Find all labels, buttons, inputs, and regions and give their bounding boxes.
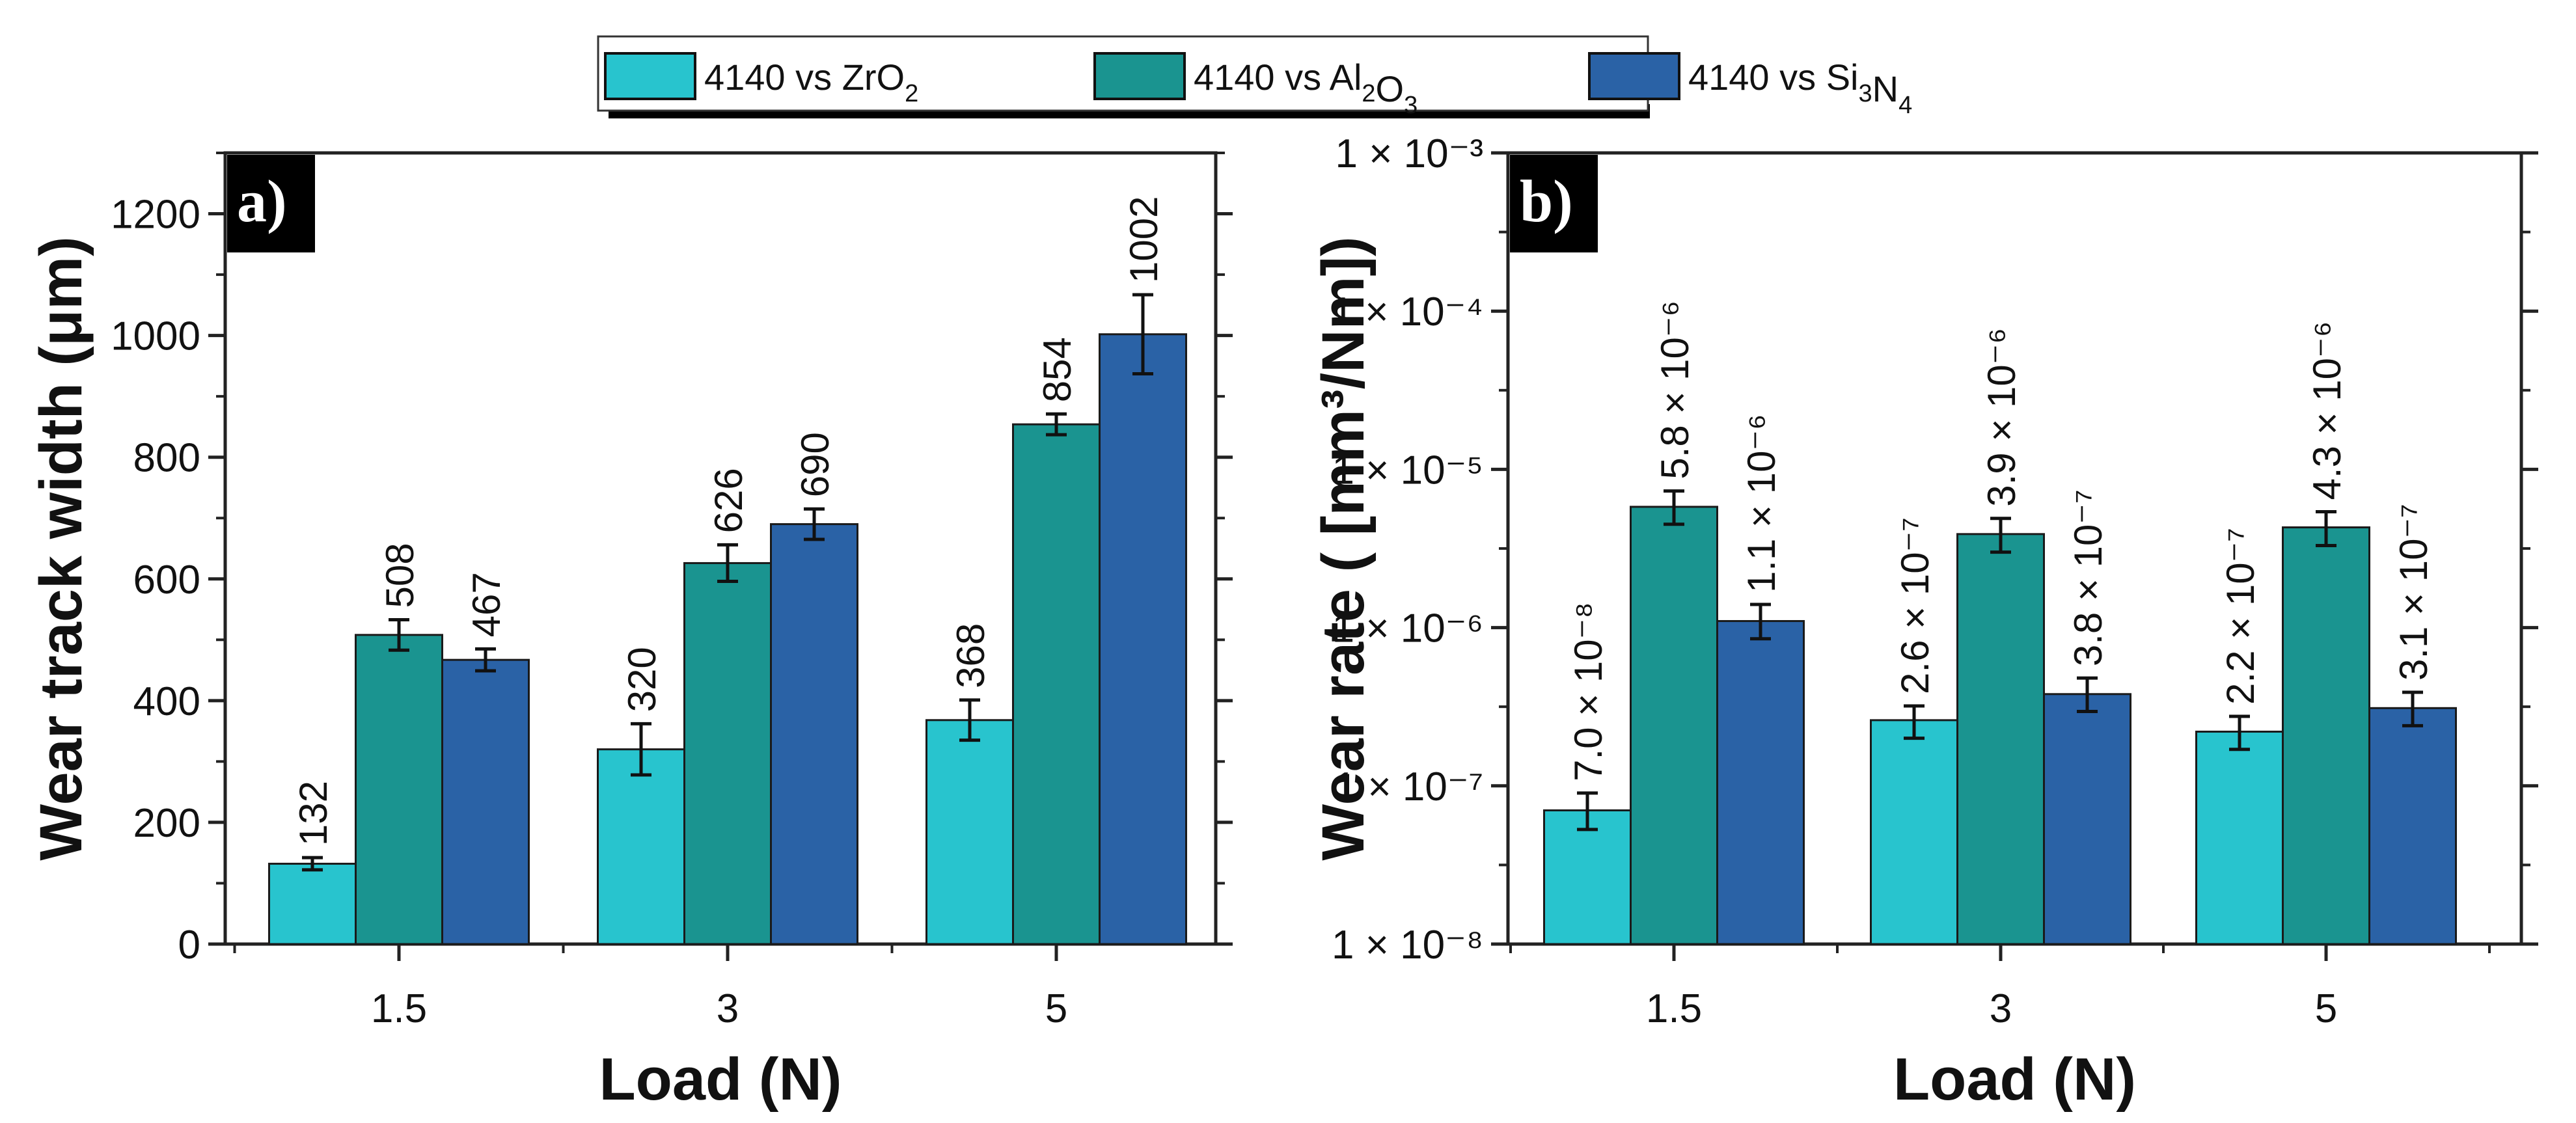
legend-label: 4140 vs ZrO2: [704, 57, 918, 107]
data-label: 626: [707, 468, 750, 533]
legend-swatch: [604, 52, 696, 100]
y-tick-label: 1 × 10⁻⁸: [1332, 923, 1483, 967]
bar-1-1: [683, 562, 772, 945]
y-tick-label: 1 × 10⁻⁶: [1332, 606, 1483, 651]
legend-swatch: [1093, 52, 1186, 100]
bar-2-2: [2368, 707, 2457, 945]
panel-label: b): [1520, 168, 1573, 234]
legend-label-text: 4140 vs: [1194, 57, 1330, 98]
panel-a-wear-track-width-chart: 0 200 400 600 800 1000 1200 1.5 132 508 467 3 320 626…: [28, 151, 1233, 1113]
x-tick-label: 1.5: [1646, 986, 1702, 1031]
x-tick-label: 5: [2315, 986, 2337, 1031]
data-label: 508: [378, 543, 422, 608]
y-tick-label: 1200: [111, 193, 200, 237]
y-tick-label: 1000: [111, 314, 200, 359]
bar-2-1: [2043, 693, 2131, 945]
data-label: 2.2 × 10⁻⁷: [2219, 528, 2262, 705]
y-tick-label: 600: [133, 558, 200, 602]
bar-1-2: [2282, 526, 2370, 945]
bar-2-1: [770, 523, 858, 945]
legend-label-text: 4140 vs: [1688, 57, 1826, 98]
x-tick-label: 3: [717, 986, 739, 1031]
legend-label-text: N: [1872, 68, 1898, 109]
bar-0-2: [2195, 731, 2284, 945]
panel-label: a): [237, 168, 287, 234]
legend-subscript: 3: [1404, 92, 1418, 119]
legend-label-text: 4140 vs: [704, 57, 842, 98]
legend-subscript: 3: [1859, 80, 1872, 107]
bar-1-0: [1630, 506, 1718, 945]
data-label: 3.9 × 10⁻⁶: [1980, 328, 2023, 507]
data-label: 3.1 × 10⁻⁷: [2392, 504, 2435, 681]
bar-2-2: [1099, 333, 1187, 945]
bar-1-0: [355, 634, 443, 945]
y-axis-title: Wear rate ( [mm³/Nm]): [1310, 236, 1377, 860]
data-label: 1002: [1122, 196, 1166, 282]
bar-1-1: [1956, 533, 2045, 945]
x-tick-label: 1.5: [371, 986, 427, 1031]
y-tick-label: 0: [178, 923, 200, 967]
y-tick-label: 1 × 10⁻⁷: [1334, 764, 1483, 809]
data-label: 690: [793, 432, 837, 497]
data-label: 1.1 × 10⁻⁶: [1740, 414, 1783, 593]
panel-b-wear-rate-chart: 1 × 10⁻⁸ 1 × 10⁻⁷ 1 × 10⁻⁶ 1 × 10⁻⁵ 1 × 10⁻⁴…: [1310, 131, 2538, 1113]
y-tick-label: 1 × 10⁻⁵: [1332, 448, 1483, 493]
legend-subscript: 2: [905, 80, 918, 107]
legend-label: 4140 vs Al2O3: [1194, 57, 1418, 119]
data-label: 467: [465, 572, 508, 637]
y-tick-label: 800: [133, 436, 200, 481]
data-label: 132: [292, 781, 335, 846]
bar-0-0: [268, 863, 357, 945]
legend-label-text: ZrO: [842, 57, 905, 98]
y-axis-title: Wear track width (μm): [28, 236, 94, 860]
x-axis-title: Load (N): [599, 1046, 842, 1113]
panel-label-box: [227, 155, 315, 252]
x-axis-title: Load (N): [1893, 1046, 2136, 1113]
legend-label-text: Al: [1330, 57, 1362, 98]
y-tick-label: 1 × 10⁻⁴: [1332, 290, 1483, 334]
x-tick-label: 3: [1990, 986, 2012, 1031]
bar-2-0: [1716, 620, 1805, 945]
panel-label-box: [1510, 155, 1598, 252]
y-tick-label: 200: [133, 801, 200, 846]
y-tick-label: 1 × 10⁻³: [1336, 131, 1483, 176]
legend-label-text: O: [1376, 68, 1404, 109]
legend-subscript: 4: [1898, 92, 1912, 119]
data-label: 7.0 × 10⁻⁸: [1567, 602, 1610, 781]
data-label: 2.6 × 10⁻⁷: [1893, 517, 1937, 694]
legend-subscript: 2: [1362, 80, 1375, 107]
legend-label: 4140 vs Si3N4: [1688, 57, 1912, 119]
legend-swatch: [1588, 52, 1680, 100]
x-tick-label: 5: [1045, 986, 1067, 1031]
data-label: 854: [1035, 337, 1079, 402]
bar-0-1: [1870, 719, 1958, 945]
data-label: 5.8 × 10⁻⁶: [1653, 301, 1697, 480]
bar-2-0: [441, 658, 530, 945]
y-tick-label: 400: [133, 679, 200, 724]
data-label: 368: [949, 623, 993, 688]
data-label: 320: [620, 647, 664, 712]
data-label: 3.8 × 10⁻⁷: [2066, 489, 2110, 666]
bar-0-2: [925, 719, 1014, 945]
data-label: 4.3 × 10⁻⁶: [2305, 321, 2349, 500]
legend-label-text: Si: [1826, 57, 1859, 98]
bar-1-2: [1012, 423, 1101, 945]
bar-0-1: [597, 748, 685, 945]
